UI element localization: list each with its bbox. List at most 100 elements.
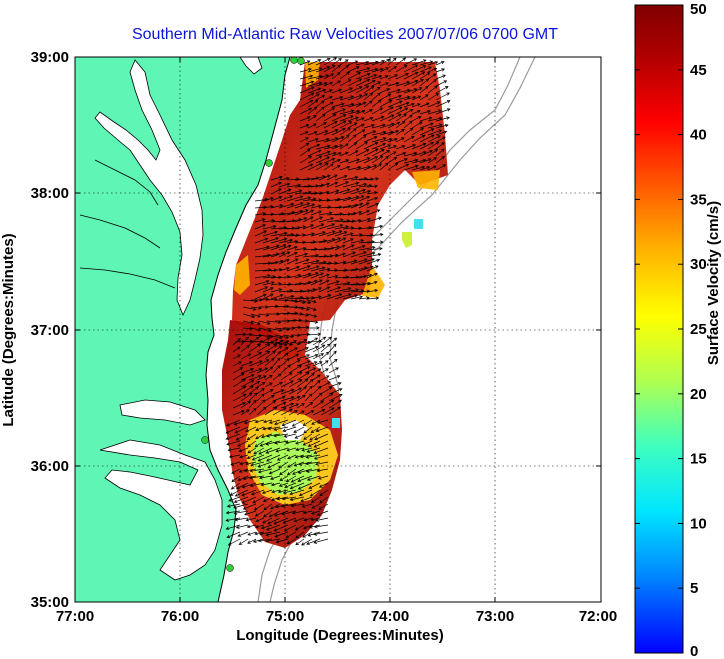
patch-cyan-offshore bbox=[414, 219, 423, 229]
radar-site-marker bbox=[290, 57, 298, 64]
current-vector-arrow bbox=[302, 203, 316, 209]
current-vector-arrow bbox=[279, 475, 289, 481]
current-vector-arrow bbox=[299, 148, 311, 157]
current-vector-arrow bbox=[255, 517, 265, 523]
current-vector-arrow bbox=[295, 447, 305, 452]
current-vector-arrow bbox=[306, 306, 317, 311]
current-vector-arrow bbox=[347, 142, 358, 150]
bay-tributary-3 bbox=[79, 267, 176, 289]
current-vector-arrow bbox=[387, 100, 403, 108]
current-vector-arrow bbox=[307, 81, 323, 87]
current-vector-arrow bbox=[256, 351, 271, 360]
current-vector-arrow bbox=[419, 110, 431, 115]
colorbar-tick-label: 25 bbox=[690, 321, 707, 338]
current-vector-arrow bbox=[251, 454, 265, 461]
current-vector-arrow bbox=[248, 336, 260, 346]
current-vector-arrow bbox=[304, 367, 317, 374]
current-vector-arrow bbox=[293, 517, 305, 523]
current-vector-arrow bbox=[298, 340, 312, 345]
current-vector-arrow bbox=[363, 148, 379, 157]
x-tick-label: 77:00 bbox=[56, 608, 94, 625]
current-vector-arrow bbox=[323, 137, 339, 143]
current-vector-field bbox=[225, 57, 451, 546]
current-vector-arrow bbox=[320, 392, 334, 402]
current-vector-arrow bbox=[268, 510, 281, 518]
current-vector-arrow bbox=[268, 419, 281, 424]
x-tick-label: 73:00 bbox=[476, 608, 514, 625]
current-vector-arrow bbox=[239, 454, 249, 459]
current-vector-arrow bbox=[246, 454, 257, 460]
current-vector-arrow bbox=[299, 80, 315, 87]
current-vector-arrow bbox=[314, 524, 329, 529]
current-vector-arrow bbox=[315, 81, 328, 87]
current-vector-arrow bbox=[304, 393, 313, 402]
current-vector-arrow bbox=[288, 387, 302, 395]
current-vector-arrow bbox=[371, 123, 386, 129]
current-vector-arrow bbox=[307, 440, 321, 447]
current-vector-arrow bbox=[358, 217, 371, 223]
current-vector-arrow bbox=[284, 440, 297, 445]
current-vector-arrow bbox=[240, 385, 254, 395]
current-vector-arrow bbox=[302, 259, 320, 265]
current-vector-arrow bbox=[286, 195, 304, 202]
current-vector-arrow bbox=[233, 419, 249, 426]
current-vector-arrow bbox=[258, 297, 269, 302]
current-vector-arrow bbox=[309, 433, 321, 441]
current-vector-arrow bbox=[270, 204, 284, 209]
current-vector-arrow bbox=[260, 524, 273, 530]
current-vector-arrow bbox=[240, 400, 251, 409]
current-vector-arrow bbox=[435, 80, 448, 87]
current-vector-arrow bbox=[248, 343, 261, 353]
current-vector-arrow bbox=[241, 482, 257, 489]
current-vector-arrow bbox=[232, 372, 245, 381]
current-vector-arrow bbox=[366, 252, 382, 258]
current-vector-arrow bbox=[280, 408, 293, 416]
current-vector-arrow bbox=[347, 60, 359, 66]
current-vector-arrow bbox=[371, 107, 384, 115]
current-vector-arrow bbox=[350, 239, 365, 244]
current-vector-arrow bbox=[427, 165, 437, 171]
current-vector-arrow bbox=[328, 358, 338, 367]
current-vector-arrow bbox=[297, 475, 313, 483]
current-vector-arrow bbox=[294, 524, 305, 531]
current-vector-arrow bbox=[310, 279, 323, 286]
current-vector-arrow bbox=[339, 79, 352, 87]
current-vector-arrow bbox=[281, 419, 297, 427]
current-vector-arrow bbox=[296, 360, 311, 367]
current-vector-arrow bbox=[256, 399, 266, 409]
current-vector-arrow bbox=[315, 66, 331, 73]
current-vector-arrow bbox=[427, 129, 443, 136]
current-vector-arrow bbox=[328, 343, 337, 353]
current-vector-arrow bbox=[276, 454, 289, 461]
current-vector-arrow bbox=[435, 148, 445, 157]
current-vector-arrow bbox=[339, 159, 350, 164]
colorbar-tick-label: 40 bbox=[690, 127, 707, 144]
current-vector-arrow bbox=[331, 165, 341, 171]
current-vector-arrow bbox=[232, 393, 247, 402]
albemarle-sound bbox=[119, 399, 206, 426]
map-grid bbox=[75, 57, 601, 602]
current-vector-arrow bbox=[320, 381, 331, 388]
current-vector-arrow bbox=[311, 503, 321, 509]
current-vector-arrow bbox=[395, 57, 407, 66]
current-vector-arrow bbox=[363, 74, 378, 80]
current-vector-arrow bbox=[328, 382, 342, 388]
current-vector-arrow bbox=[320, 360, 329, 367]
current-vector-arrow bbox=[290, 325, 302, 330]
current-vector-arrow bbox=[303, 426, 313, 434]
current-vector-arrow bbox=[302, 510, 313, 515]
current-vector-arrow bbox=[296, 394, 306, 402]
current-vector-arrow bbox=[411, 65, 427, 73]
current-vector-arrow bbox=[320, 336, 332, 346]
current-vector-arrow bbox=[299, 131, 309, 136]
current-vector-arrow bbox=[231, 468, 241, 474]
current-vector-arrow bbox=[228, 496, 241, 502]
current-vector-arrow bbox=[249, 482, 265, 488]
current-vector-arrow bbox=[379, 155, 389, 164]
current-vector-arrow bbox=[241, 489, 257, 497]
current-vector-arrow bbox=[299, 99, 314, 108]
current-vector-arrow bbox=[286, 183, 302, 188]
x-tick-label: 74:00 bbox=[371, 608, 409, 625]
current-vector-arrow bbox=[278, 294, 295, 300]
current-vector-arrow bbox=[274, 311, 291, 316]
